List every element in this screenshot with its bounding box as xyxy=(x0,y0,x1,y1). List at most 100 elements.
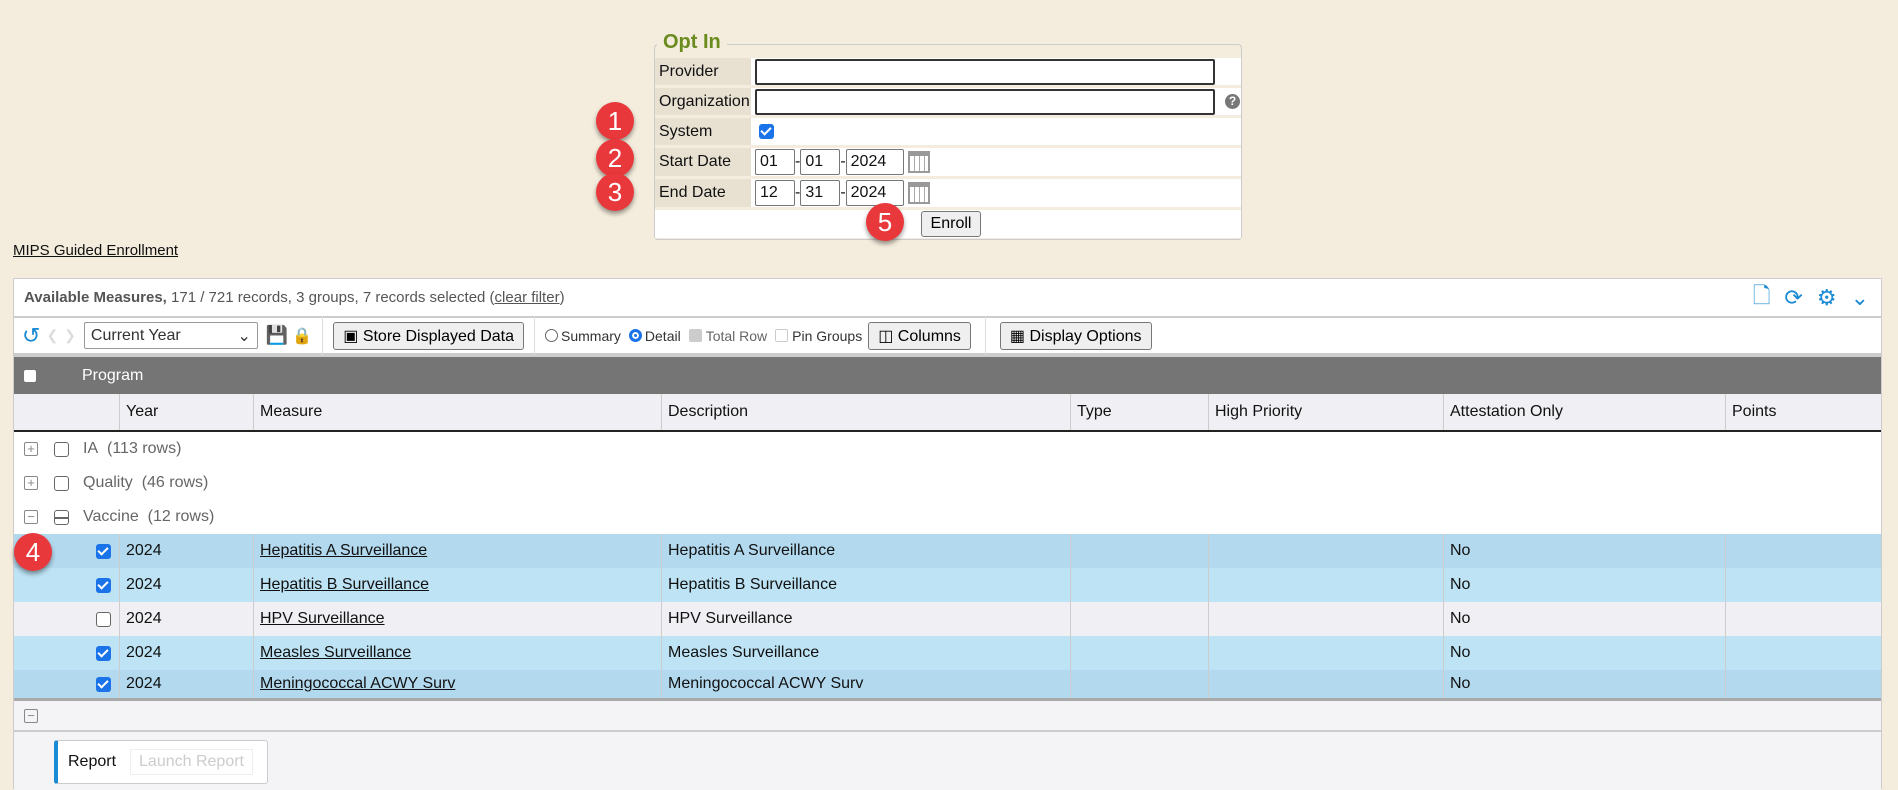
table-row[interactable]: 2024 HPV Surveillance HPV Surveillance N… xyxy=(14,602,1881,636)
provider-input[interactable] xyxy=(755,58,1215,85)
measure-link[interactable]: Measles Surveillance xyxy=(260,644,412,661)
cell-high-priority xyxy=(1209,534,1444,568)
display-options-button[interactable]: ▦ Display Options xyxy=(999,321,1152,350)
forward-icon[interactable]: ❯ xyxy=(64,327,76,343)
row-checkbox[interactable] xyxy=(96,611,111,627)
collapse-footer-icon[interactable]: − xyxy=(24,708,38,723)
summary-radio[interactable] xyxy=(545,329,558,342)
table-row[interactable]: 2024 Meningococcal ACWY Surv Meningococc… xyxy=(14,670,1881,698)
toolbar: ↺ ❮ ❯ Current Year ⌄ 💾 🔒 ▣ Store Displaye… xyxy=(14,316,1881,357)
calendar-icon[interactable] xyxy=(907,151,930,173)
start-date-label: Start Date xyxy=(655,148,751,176)
end-year-input[interactable]: 2024 xyxy=(845,180,904,206)
start-day-input[interactable]: 01 xyxy=(800,149,841,175)
group-row[interactable]: + Quality (46 rows) xyxy=(14,466,1881,500)
cell-attestation-only: No xyxy=(1444,636,1726,670)
start-year-input[interactable]: 2024 xyxy=(845,149,904,175)
chevron-down-icon[interactable]: ⌄ xyxy=(1850,284,1869,310)
cell-type xyxy=(1071,670,1209,698)
mips-guided-enrollment-link[interactable]: MIPS Guided Enrollment xyxy=(13,242,179,259)
group-count: (113 rows) xyxy=(107,440,182,457)
cell-high-priority xyxy=(1209,568,1444,602)
collapse-group-icon[interactable]: − xyxy=(24,510,38,524)
gear-icon[interactable]: ⚙ xyxy=(1816,284,1837,310)
group-checkbox[interactable] xyxy=(54,441,69,457)
system-checkbox[interactable] xyxy=(759,124,774,139)
view-select[interactable]: Current Year ⌄ xyxy=(83,322,258,349)
calendar-icon[interactable] xyxy=(907,182,930,204)
total-row-checkbox[interactable] xyxy=(688,329,702,342)
measure-link[interactable]: HPV Surveillance xyxy=(260,610,385,627)
new-document-icon[interactable]: 🗋 xyxy=(1752,282,1771,308)
cell-points xyxy=(1726,670,1881,698)
table-row[interactable]: 2024 Hepatitis A Surveillance Hepatitis … xyxy=(14,534,1881,568)
refresh-icon[interactable]: ⟳ xyxy=(1784,284,1803,310)
store-label: Store Displayed Data xyxy=(362,327,514,345)
cell-description: Measles Surveillance xyxy=(662,636,1071,670)
end-month-input[interactable]: 12 xyxy=(755,180,795,206)
save-icon[interactable]: 💾 xyxy=(265,325,289,345)
available-measures-panel: Available Measures, 171 / 721 records, 3… xyxy=(13,278,1882,790)
back-icon[interactable]: ❮ xyxy=(46,327,59,343)
enroll-button[interactable]: Enroll xyxy=(920,211,982,237)
panel-title: Available Measures, xyxy=(24,289,167,306)
launch-report-button[interactable]: Launch Report xyxy=(130,749,253,775)
column-header-points[interactable]: Points xyxy=(1732,403,1777,420)
row-checkbox[interactable] xyxy=(96,645,111,661)
row-checkbox[interactable] xyxy=(96,676,111,692)
chevron-down-icon: ⌄ xyxy=(237,327,251,345)
cell-year: 2024 xyxy=(120,568,254,602)
column-header-attestation-only[interactable]: Attestation Only xyxy=(1444,394,1726,430)
row-checkbox[interactable] xyxy=(96,577,111,593)
store-displayed-data-button[interactable]: ▣ Store Displayed Data xyxy=(333,321,524,350)
collapse-all-icon[interactable] xyxy=(24,369,36,382)
date-separator: - xyxy=(840,153,846,170)
clear-filter-link[interactable]: clear filter xyxy=(494,289,560,306)
cell-points xyxy=(1726,602,1881,636)
table-row[interactable]: 2024 Measles Surveillance Measles Survei… xyxy=(14,636,1881,670)
column-header-high-priority[interactable]: High Priority xyxy=(1209,394,1444,430)
cell-description: HPV Surveillance xyxy=(662,602,1071,636)
column-header-type[interactable]: Type xyxy=(1071,394,1209,430)
group-row[interactable]: + IA (113 rows) xyxy=(14,432,1881,466)
measure-link[interactable]: Hepatitis B Surveillance xyxy=(260,576,429,593)
measure-link[interactable]: Meningococcal ACWY Surv xyxy=(260,675,456,692)
table-row[interactable]: 2024 Hepatitis B Surveillance Hepatitis … xyxy=(14,568,1881,602)
group-name: IA xyxy=(83,440,99,457)
column-header-description[interactable]: Description xyxy=(662,394,1071,430)
cell-points xyxy=(1726,534,1881,568)
measures-grid: Year Measure Description Type High Prior… xyxy=(14,394,1881,698)
system-label: System xyxy=(655,118,751,145)
row-checkbox[interactable] xyxy=(96,543,111,559)
records-summary: 171 / 721 records, 3 groups, 7 records s… xyxy=(171,289,495,306)
cell-attestation-only: No xyxy=(1444,602,1726,636)
report-tab-label: Report xyxy=(68,753,117,770)
detail-radio[interactable] xyxy=(628,329,642,342)
group-checkbox[interactable] xyxy=(54,509,69,525)
end-date-label: End Date xyxy=(655,179,751,207)
pin-groups-checkbox[interactable] xyxy=(775,329,789,342)
report-tab[interactable]: Report Launch Report xyxy=(54,740,268,784)
report-area: Report Launch Report xyxy=(14,732,1881,790)
help-icon[interactable]: ? xyxy=(1225,94,1240,109)
start-month-input[interactable]: 01 xyxy=(755,149,795,175)
group-by-bar: Program xyxy=(14,357,1881,394)
cell-type xyxy=(1071,602,1209,636)
organization-input[interactable] xyxy=(755,88,1215,115)
column-header-measure[interactable]: Measure xyxy=(254,394,662,430)
column-header-year[interactable]: Year xyxy=(120,394,254,430)
total-row-label: Total Row xyxy=(705,327,768,344)
end-day-input[interactable]: 31 xyxy=(800,180,841,206)
lock-icon[interactable]: 🔒 xyxy=(292,327,313,345)
step-badge-5: 5 xyxy=(866,203,904,241)
group-checkbox[interactable] xyxy=(54,475,69,491)
group-row[interactable]: − Vaccine (12 rows) xyxy=(14,500,1881,534)
cell-attestation-only: No xyxy=(1444,534,1726,568)
columns-button[interactable]: ◫ Columns xyxy=(868,321,971,350)
undo-icon[interactable]: ↺ xyxy=(22,322,41,348)
expand-group-icon[interactable]: + xyxy=(24,476,38,490)
measure-link[interactable]: Hepatitis A Surveillance xyxy=(260,542,428,559)
cell-type xyxy=(1071,568,1209,602)
summary-end: ) xyxy=(559,289,565,306)
expand-group-icon[interactable]: + xyxy=(24,442,38,456)
